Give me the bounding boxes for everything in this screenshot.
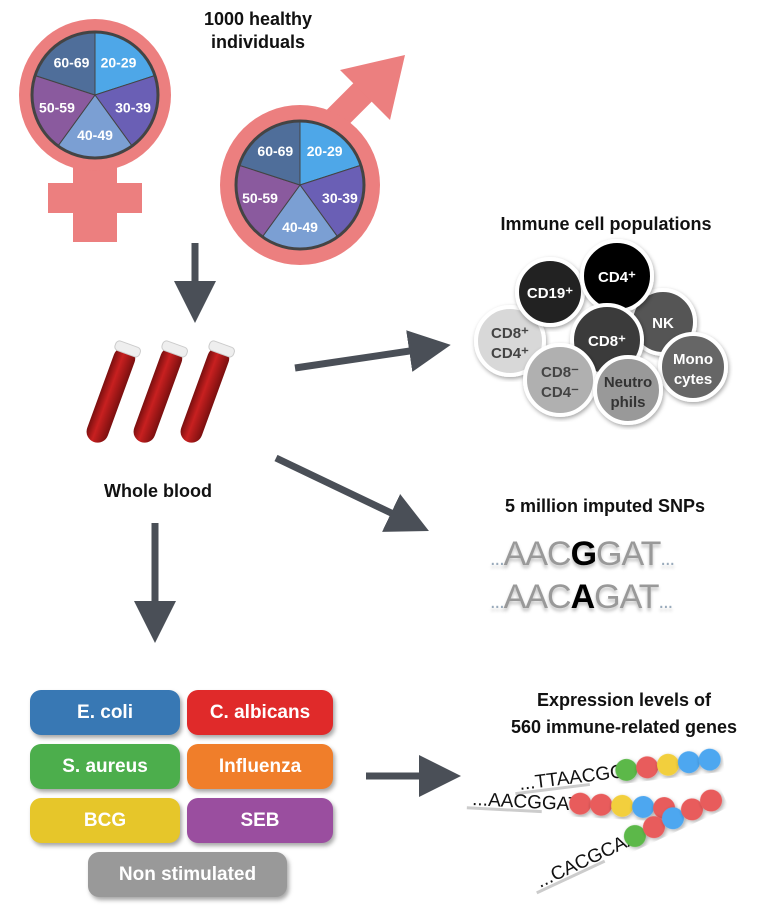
expression-title-1: Expression levels of — [537, 690, 712, 710]
strand-sequence: ...AACGGAT — [472, 789, 581, 816]
stimulus-seb: SEB — [187, 798, 333, 843]
snps-title: 5 million imputed SNPs — [505, 496, 705, 516]
snp-allele: A — [570, 578, 596, 616]
expression-bead — [642, 816, 665, 839]
age-label: 20-29 — [307, 143, 343, 159]
stimulus-influenza: Influenza — [187, 744, 333, 789]
immune-cells: CD8⁺ CD4⁺ CD19⁺ NK CD4⁺ CD8⁺ CD8⁻ CD4⁻ Mono cytes… — [474, 239, 728, 425]
cell-label: Neutro — [604, 374, 652, 391]
cell-label: CD4⁺ — [598, 269, 636, 286]
strand: ...TTAACGG — [515, 748, 721, 796]
expression-bead — [615, 758, 638, 781]
cell-circle — [593, 355, 663, 425]
expression-title-2: 560 immune-related genes — [511, 717, 737, 737]
snp-suffix: GAT — [596, 535, 661, 573]
expression-bead — [677, 751, 700, 774]
ellipsis: ... — [660, 548, 675, 570]
age-label: 40-49 — [77, 127, 113, 143]
cell-label: CD4⁻ — [541, 384, 579, 401]
whole-blood-label: Whole blood — [104, 481, 212, 501]
stimulus-non-stimulated: Non stimulated — [88, 852, 287, 897]
stimulus-c-albicans: C. albicans — [187, 690, 333, 735]
stimulus-e-coli: E. coli — [30, 690, 180, 735]
cell-circle — [515, 257, 585, 327]
cell-label: cytes — [674, 371, 712, 388]
cell-label: CD4⁺ — [491, 345, 529, 362]
title-text: 1000 healthy individuals — [203, 9, 313, 52]
age-label: 60-69 — [54, 55, 90, 71]
cell-circle — [474, 305, 546, 377]
age-label: 30-39 — [322, 190, 358, 206]
stimulus-bcg: BCG — [30, 798, 180, 843]
age-label: 20-29 — [101, 55, 137, 71]
age-label: 60-69 — [257, 143, 293, 159]
cell-label: Mono — [673, 351, 713, 368]
cell: Neutro phils — [593, 355, 663, 425]
strand: ...AACGGAT — [466, 789, 676, 820]
expression-bead — [569, 792, 592, 815]
expression-bead — [623, 825, 646, 848]
cell-label: CD8⁺ — [491, 325, 529, 342]
blood-tubes-icon — [86, 340, 235, 443]
cell-circle — [658, 332, 728, 402]
strand-sequence: ...TTAACGG — [518, 761, 626, 795]
arrow-to-cells — [294, 330, 451, 372]
cell-label: CD8⁻ — [541, 364, 579, 381]
age-label: 30-39 — [115, 99, 151, 115]
arrow-to-snps — [274, 454, 429, 532]
expression-bead — [661, 807, 684, 830]
expression-bead — [636, 756, 659, 779]
cell: Mono cytes — [658, 332, 728, 402]
ellipsis: ... — [490, 548, 505, 570]
expression-bead — [700, 789, 723, 812]
expression-bead — [611, 794, 634, 817]
ellipsis: ... — [658, 591, 674, 613]
immune-title: Immune cell populations — [500, 214, 711, 234]
cell-label: CD8⁺ — [588, 333, 626, 350]
cell-label: CD19⁺ — [527, 285, 573, 302]
expression-bead — [590, 793, 613, 816]
cell: CD8⁻ CD4⁻ — [523, 343, 597, 417]
snp-suffix: GAT — [594, 578, 659, 616]
snp-prefix: AAC — [503, 578, 572, 616]
snp-row: ...AACGGAT... — [490, 535, 675, 574]
stimulus-s-aureus: S. aureus — [30, 744, 180, 789]
age-label: 40-49 — [282, 219, 318, 235]
cell-label: NK — [652, 315, 674, 332]
snp-prefix: AAC — [503, 535, 572, 573]
expression-bead — [632, 795, 655, 818]
cell: CD19⁺ — [515, 257, 585, 327]
cell: CD8⁺ CD4⁺ — [474, 305, 546, 377]
expression-bead — [657, 753, 680, 776]
snp-allele: G — [570, 535, 597, 573]
ellipsis: ... — [490, 591, 505, 613]
age-label: 50-59 — [242, 190, 278, 206]
expression-bead — [698, 748, 721, 771]
cell: CD4⁺ — [580, 239, 654, 313]
snp-row: ...AACAGAT... — [490, 578, 674, 617]
expression-strands: ...TTAACGG...AACGGAT...CACGCAA — [466, 748, 723, 895]
expression-bead — [681, 798, 704, 821]
cell-label: phils — [610, 394, 645, 411]
age-label: 50-59 — [39, 99, 75, 115]
